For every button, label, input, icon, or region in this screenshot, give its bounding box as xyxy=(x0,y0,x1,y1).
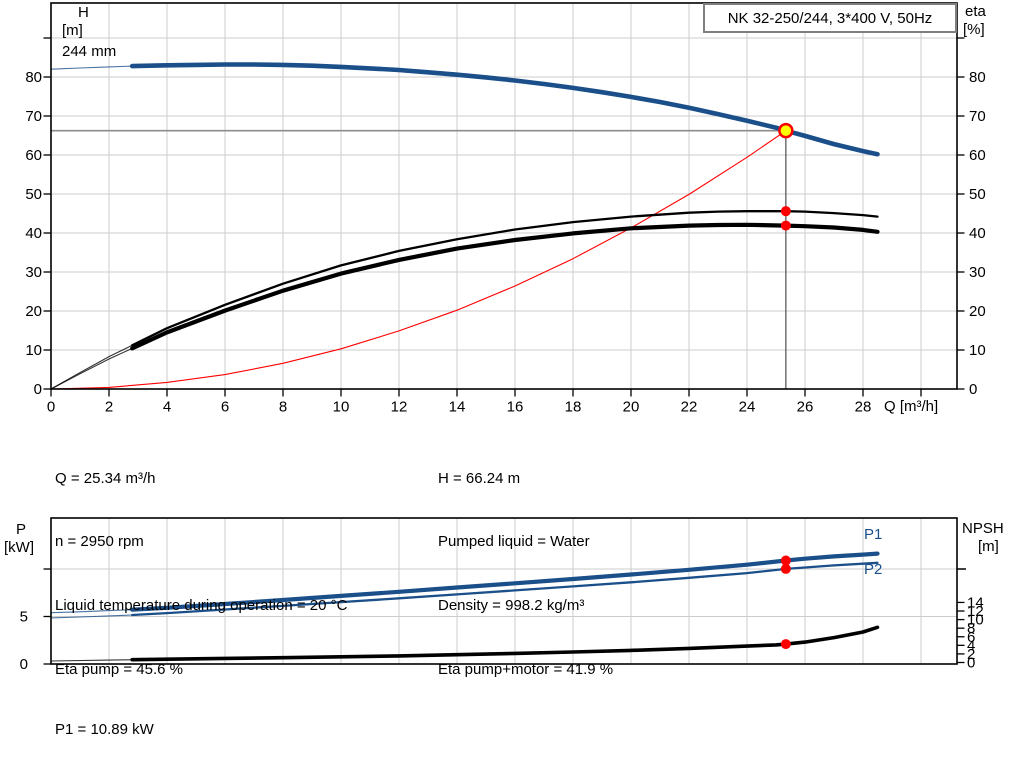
operating-point-dot xyxy=(780,220,791,231)
head-curve-244mm-lead-in xyxy=(50,65,133,70)
flow-tick-label: 8 xyxy=(279,399,287,416)
head-tick-label: 10 xyxy=(25,342,42,359)
npsh-tick-label: 12 xyxy=(967,603,984,620)
flow-tick-label: 10 xyxy=(333,399,350,416)
eta-tick-label: 20 xyxy=(969,303,986,320)
npsh-axis-name: NPSH xyxy=(962,520,1004,537)
flow-tick-label: 22 xyxy=(681,399,698,416)
eta-axis-name: eta xyxy=(965,3,986,20)
top-chart-frame xyxy=(50,2,958,390)
info-line-liquid: Pumped liquid = Water xyxy=(438,533,590,551)
info-line-density: Density = 998.2 kg/m³ xyxy=(438,597,585,615)
impeller-diameter-label: 244 mm xyxy=(62,43,117,60)
power-tick-label: 5 xyxy=(20,609,28,626)
eta-tick-label: 10 xyxy=(969,342,986,359)
flow-axis-label: Q [m³/h] xyxy=(884,398,939,415)
head-tick-label: 80 xyxy=(25,69,42,86)
head-tick-label: 70 xyxy=(25,108,42,125)
p2-power-curve xyxy=(131,561,879,617)
operating-point-dot xyxy=(780,555,791,566)
flow-tick-label: 4 xyxy=(163,399,171,416)
eta-pump-curve xyxy=(131,210,879,347)
info-line-temperature: Liquid temperature during operation = 20… xyxy=(55,597,348,615)
head-axis-name: H xyxy=(78,4,89,21)
pump-title: NK 32-250/244, 3*400 V, 50Hz xyxy=(727,9,933,27)
eta-pump-motor-curve-lead-in xyxy=(50,347,133,390)
eta-tick-label: 60 xyxy=(969,147,986,164)
npsh-tick-label: 2 xyxy=(967,646,975,663)
info-line-head: H = 66.24 m xyxy=(438,469,521,487)
flow-tick-label: 2 xyxy=(105,399,113,416)
flow-tick-label: 28 xyxy=(855,399,872,416)
npsh-tick-label: 0 xyxy=(967,655,975,672)
duty-info-right-column: H = 66.24 m Pumped liquid = Water Densit… xyxy=(438,425,613,723)
npsh-tick-label: 8 xyxy=(967,620,975,637)
power-axis-unit: [kW] xyxy=(4,539,34,556)
head-tick-label: 60 xyxy=(25,147,42,164)
head-tick-label: 50 xyxy=(25,186,42,203)
npsh-tick-label: 14 xyxy=(967,594,984,611)
flow-tick-label: 26 xyxy=(797,399,814,416)
eta-tick-label: 30 xyxy=(969,264,986,281)
bottom-chart-frame xyxy=(50,517,958,665)
pump-title-box: NK 32-250/244, 3*400 V, 50Hz xyxy=(703,3,957,33)
head-tick-label: 30 xyxy=(25,264,42,281)
p1-power-curve-lead-in xyxy=(50,609,133,614)
info-line-eta-pump: Eta pump = 45.6 % xyxy=(55,661,183,679)
power-axis-name: P xyxy=(16,521,27,538)
operating-point-dot xyxy=(780,639,791,650)
head-axis-unit: [m] xyxy=(62,22,83,39)
eta-pump-motor-curve xyxy=(130,222,880,351)
npsh-curve-lead-in xyxy=(50,659,133,662)
eta-tick-label: 0 xyxy=(969,381,977,398)
eta-axis-unit: [%] xyxy=(963,21,985,38)
head-tick-label: 20 xyxy=(25,303,42,320)
flow-tick-label: 12 xyxy=(391,399,408,416)
eta-tick-label: 40 xyxy=(969,225,986,242)
eta-tick-label: 80 xyxy=(969,69,986,86)
npsh-tick-label: 4 xyxy=(967,637,975,654)
flow-tick-label: 24 xyxy=(739,399,756,416)
eta-tick-label: 50 xyxy=(969,186,986,203)
head-curve-244mm xyxy=(129,62,880,157)
npsh-curve xyxy=(130,625,880,662)
p2-curve-label: P2 xyxy=(864,561,883,578)
flow-tick-label: 18 xyxy=(565,399,582,416)
flow-tick-label: 20 xyxy=(623,399,640,416)
head-tick-label: 40 xyxy=(25,225,42,242)
flow-tick-label: 16 xyxy=(507,399,524,416)
npsh-axis-unit: [m] xyxy=(978,538,999,555)
p1-power-curve xyxy=(130,551,880,612)
system-curve xyxy=(50,130,787,390)
duty-info-left-column: Q = 25.34 m³/h n = 2950 rpm Liquid tempe… xyxy=(55,425,347,723)
operating-point-dot xyxy=(780,563,791,574)
head-tick-label: 0 xyxy=(34,381,42,398)
p1-curve-label: P1 xyxy=(864,526,883,543)
operating-point-dot xyxy=(780,206,791,217)
eta-tick-label: 70 xyxy=(969,108,986,125)
flow-tick-label: 6 xyxy=(221,399,229,416)
flow-tick-label: 14 xyxy=(449,399,466,416)
npsh-tick-label: 10 xyxy=(967,612,984,629)
power-info-column: P1 = 10.89 kW P2 = 10.01 kW NPSH = 4.28 … xyxy=(55,676,397,781)
p2-power-curve-lead-in xyxy=(50,614,133,619)
duty-point-marker xyxy=(778,122,794,139)
info-line-p1: P1 = 10.89 kW xyxy=(55,720,154,738)
info-line-eta-pumpmotor: Eta pump+motor = 41.9 % xyxy=(438,661,614,679)
power-tick-label: 0 xyxy=(20,656,28,673)
info-line-flow: Q = 25.34 m³/h xyxy=(55,469,156,487)
npsh-tick-label: 6 xyxy=(967,629,975,646)
info-line-speed: n = 2950 rpm xyxy=(55,533,144,551)
flow-tick-label: 0 xyxy=(47,399,55,416)
